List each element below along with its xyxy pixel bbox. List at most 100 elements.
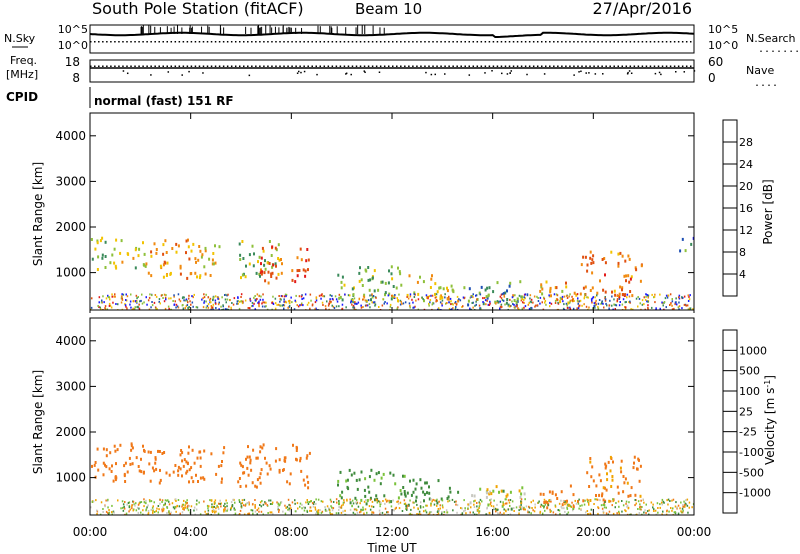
ground-scatter-cell bbox=[212, 297, 214, 300]
ground-scatter-cell bbox=[257, 301, 259, 304]
ground-scatter-cell bbox=[364, 304, 367, 307]
echo-cell bbox=[404, 494, 407, 498]
ground-scatter-cell bbox=[334, 295, 337, 298]
echo-cell bbox=[367, 278, 370, 282]
search-noise-dot bbox=[589, 41, 591, 43]
ground-scatter-cell bbox=[572, 509, 574, 512]
ground-scatter-cell bbox=[132, 500, 135, 503]
nave-outlier-dot bbox=[491, 70, 493, 72]
echo-cell bbox=[390, 297, 393, 301]
ground-scatter-cell bbox=[132, 307, 134, 310]
ground-scatter-cell bbox=[530, 298, 533, 301]
ground-scatter-cell bbox=[187, 308, 190, 310]
ground-scatter-cell bbox=[497, 512, 499, 515]
echo-cell bbox=[417, 292, 420, 296]
ground-scatter-cell bbox=[524, 293, 527, 296]
echo-cell bbox=[171, 247, 174, 250]
ground-scatter-cell bbox=[541, 301, 543, 304]
ground-scatter-cell bbox=[592, 296, 595, 299]
echo-cell bbox=[132, 256, 135, 260]
echo-cell bbox=[299, 456, 302, 460]
ground-scatter-cell bbox=[558, 509, 561, 512]
ground-scatter-cell bbox=[428, 304, 430, 307]
ground-scatter-cell bbox=[678, 308, 680, 310]
echo-cell bbox=[198, 276, 201, 280]
ground-scatter-cell bbox=[534, 305, 536, 308]
ground-scatter-cell bbox=[326, 510, 328, 512]
ground-scatter-cell bbox=[159, 302, 161, 305]
ground-scatter-cell bbox=[425, 511, 428, 514]
ground-scatter-cell bbox=[401, 302, 403, 305]
ground-scatter-cell bbox=[563, 308, 566, 310]
search-noise-dot bbox=[90, 41, 92, 43]
ground-scatter-cell bbox=[681, 296, 683, 299]
nave-dot bbox=[504, 65, 507, 67]
ground-scatter-cell bbox=[210, 305, 213, 307]
echo-cell bbox=[266, 472, 269, 476]
ground-scatter-cell bbox=[108, 302, 111, 305]
ground-scatter-cell bbox=[678, 294, 681, 297]
ground-scatter-cell bbox=[125, 299, 128, 302]
nave-dot bbox=[218, 65, 221, 67]
ground-scatter-cell bbox=[269, 503, 272, 505]
echo-cell bbox=[144, 264, 147, 268]
ground-scatter-cell bbox=[549, 510, 552, 513]
search-noise-dot bbox=[496, 41, 499, 43]
echo-cell bbox=[175, 250, 178, 254]
ground-scatter-cell bbox=[647, 307, 649, 310]
ground-scatter-cell bbox=[665, 294, 668, 297]
ground-scatter-cell bbox=[460, 507, 462, 509]
search-noise-dot bbox=[593, 41, 595, 43]
echo-cell bbox=[239, 258, 242, 261]
nave-dot bbox=[392, 65, 394, 67]
ground-scatter-cell bbox=[215, 507, 217, 510]
ground-scatter-cell bbox=[309, 509, 311, 512]
search-noise-dot bbox=[677, 41, 680, 43]
ground-scatter-cell bbox=[559, 512, 561, 515]
echo-cell bbox=[604, 462, 607, 466]
ground-scatter-cell bbox=[223, 510, 225, 513]
nave-dot bbox=[303, 65, 305, 67]
nave-dot bbox=[247, 65, 249, 67]
ground-scatter-cell bbox=[661, 301, 663, 304]
echo-cell bbox=[586, 263, 589, 267]
ground-scatter-cell bbox=[362, 298, 365, 301]
ground-scatter-cell bbox=[176, 504, 178, 507]
ground-scatter-cell bbox=[234, 508, 236, 511]
ground-scatter-cell bbox=[645, 293, 647, 296]
ground-scatter-cell bbox=[369, 294, 371, 297]
nave-outlier-dot bbox=[658, 71, 661, 74]
ground-scatter-cell bbox=[278, 510, 280, 513]
nave-dot bbox=[645, 65, 648, 67]
echo-cell bbox=[380, 476, 383, 480]
nave-dot bbox=[295, 65, 297, 67]
ground-scatter-cell bbox=[123, 505, 125, 508]
nave-dot bbox=[500, 65, 503, 67]
ground-scatter-cell bbox=[241, 499, 244, 502]
echo-cell bbox=[577, 500, 579, 503]
ground-scatter-cell bbox=[163, 508, 165, 511]
echo-cell bbox=[251, 481, 254, 485]
ground-scatter-cell bbox=[302, 297, 305, 300]
ground-scatter-cell bbox=[280, 295, 283, 297]
echo-cell bbox=[129, 462, 132, 466]
ground-scatter-cell bbox=[617, 500, 620, 503]
ground-scatter-cell bbox=[326, 505, 329, 508]
echo-cell bbox=[113, 261, 116, 265]
search-noise-dot bbox=[243, 41, 245, 43]
echo-cell bbox=[166, 261, 169, 265]
ground-scatter-cell bbox=[628, 295, 631, 298]
ground-scatter-cell bbox=[586, 510, 589, 512]
ground-scatter-cell bbox=[430, 502, 432, 505]
ground-scatter-cell bbox=[441, 504, 444, 507]
ground-scatter-cell bbox=[181, 503, 184, 506]
search-noise-dot bbox=[428, 41, 430, 43]
ground-scatter-cell bbox=[645, 503, 647, 506]
ground-scatter-cell bbox=[507, 308, 509, 310]
echo-cell bbox=[373, 289, 376, 293]
ground-scatter-cell bbox=[496, 503, 498, 506]
ground-scatter-cell bbox=[549, 508, 551, 511]
ground-scatter-cell bbox=[662, 500, 665, 503]
ground-scatter-cell bbox=[152, 505, 154, 508]
echo-cell bbox=[128, 456, 131, 460]
